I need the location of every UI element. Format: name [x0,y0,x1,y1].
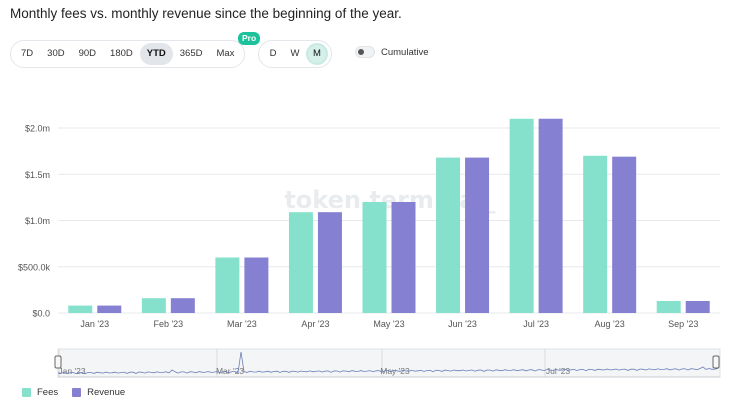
navigator-label: Mar '23 [216,366,244,376]
fees-bar [68,305,93,313]
x-tick-label: Feb '23 [153,319,183,329]
cumulative-label: Cumulative [381,46,429,58]
range-navigator: Jan '23 Mar '23 May '23 Jul '23 [54,348,721,378]
fees-bar [215,257,240,313]
navigator-label: Jul '23 [546,366,571,376]
toggle-knob [358,49,364,55]
revenue-bar [391,202,416,313]
legend-label-fees: Fees [37,387,59,398]
watermark: token terminal_ [284,186,495,214]
revenue-bar [538,118,563,313]
x-tick-label: Aug '23 [595,319,625,329]
fees-bar [362,202,387,313]
range-button-180d[interactable]: 180D [110,48,133,59]
x-tick-label: Apr '23 [301,319,329,329]
fees-bar [583,155,608,313]
legend-item-revenue[interactable]: Revenue [72,387,125,398]
x-tick-label: Mar '23 [227,319,257,329]
y-tick-label: $1.0m [25,216,50,226]
y-tick-label: $1.5m [25,170,50,180]
navigator-left-handle[interactable] [54,355,62,369]
granularity-button-w[interactable]: W [290,48,300,59]
range-button-max[interactable]: Max [216,48,235,59]
revenue-bar [97,305,122,313]
navigator-label: May '23 [380,366,410,376]
navigator-label: Jan '23 [58,366,85,376]
fees-bar [656,300,681,313]
x-tick-label: May '23 [373,319,404,329]
fees-bar [436,157,461,313]
toggle-switch[interactable] [355,46,375,58]
chart-title: Monthly fees vs. monthly revenue since t… [10,6,402,21]
x-tick-label: Sep '23 [668,319,698,329]
fees-bar [288,212,313,313]
granularity-button-d[interactable]: D [269,48,277,59]
legend-label-revenue: Revenue [87,387,126,398]
x-tick-label: Jul '23 [523,319,549,329]
legend-item-fees[interactable]: Fees [22,387,58,398]
revenue-bar [685,300,710,313]
revenue-bar [465,157,490,313]
revenue-bar [244,257,269,313]
fees-bar [141,298,166,313]
revenue-bar [170,298,195,313]
range-button-ytd[interactable]: YTD [139,43,173,65]
revenue-bar [317,212,342,313]
revenue-swatch [72,388,82,397]
pro-badge: Pro [238,32,261,45]
range-button-365d[interactable]: 365D [179,48,203,59]
granularity-button-m[interactable]: M [306,43,328,65]
navigator-series-line [57,351,719,375]
x-tick-label: Jun '23 [448,319,477,329]
y-tick-label: $0.0 [32,309,50,319]
fees-bar [509,118,534,313]
range-button-7d[interactable]: 7D [21,48,34,59]
range-button-90d[interactable]: 90D [78,48,97,59]
fees-swatch [22,388,31,397]
time-range-selector: 7D 30D 90D 180D YTD 365D Max [10,40,246,68]
range-button-30d[interactable]: 30D [47,48,65,59]
y-tick-label: $500.0k [18,262,51,272]
cumulative-toggle[interactable]: Cumulative [355,46,429,58]
navigator-right-handle[interactable] [712,355,720,369]
revenue-bar [612,156,637,313]
legend: Fees Revenue [22,387,139,398]
x-tick-label: Jan '23 [80,319,109,329]
y-tick-label: $2.0m [25,124,50,134]
